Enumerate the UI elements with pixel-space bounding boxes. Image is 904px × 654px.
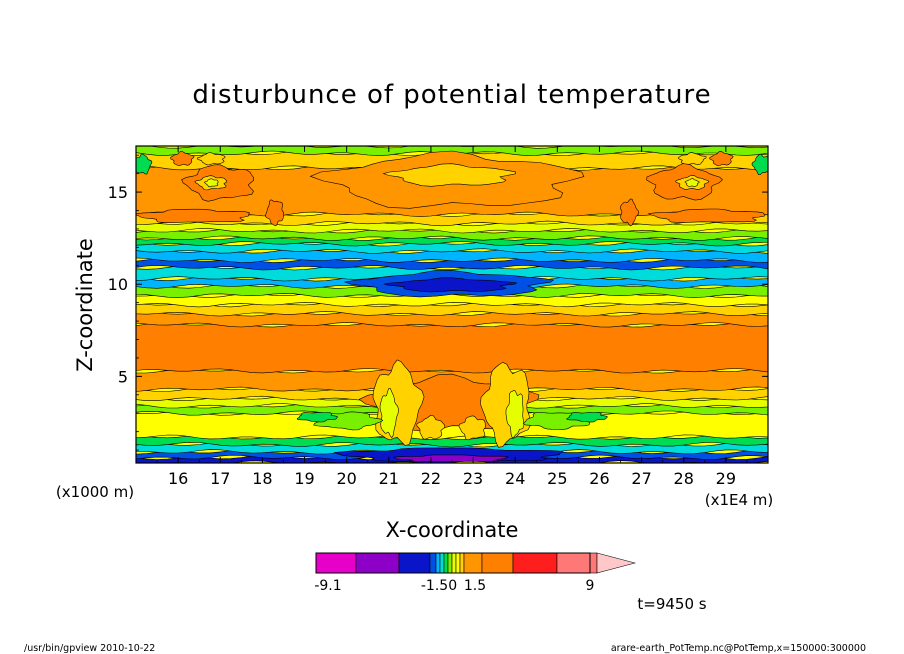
colorbar-segment [355, 552, 400, 574]
contour-patch [136, 208, 250, 224]
colorbar-label: 9 [586, 578, 595, 594]
colorbar-segment [459, 552, 465, 574]
x-tick-label: 17 [210, 469, 230, 488]
contour-patch [170, 151, 195, 166]
contour-patch [566, 412, 608, 423]
contour-layer [136, 235, 768, 247]
colorbar-arrow [596, 552, 637, 574]
contour-patch [379, 388, 399, 439]
contour-patch [684, 178, 700, 187]
colorbar-label: -1.50 [421, 578, 457, 594]
x-axis: 16 17 18 19 20 21 22 23 24 25 26 27 28 29 [156, 146, 748, 488]
x-tick-label: 19 [294, 469, 314, 488]
colorbar-segment [315, 552, 357, 574]
y-unit-label: (x1000 m) [56, 483, 134, 501]
contour-layer [136, 292, 768, 308]
colorbar-segment [443, 552, 449, 574]
contour-patch [296, 412, 338, 423]
contour-patch [505, 390, 525, 439]
contour-patch [265, 199, 285, 227]
y-tick-label: 10 [108, 275, 128, 294]
colorbar-segment [447, 552, 453, 574]
y-tick-label: 15 [108, 183, 128, 202]
contour-patch [751, 153, 768, 176]
contour-layer [136, 322, 768, 374]
contour-patch [458, 415, 487, 441]
x-tick-label: 24 [505, 469, 525, 488]
y-axis-label: Z-coordinate [73, 238, 97, 372]
footer-right: arare-earth_PotTemp.nc@PotTemp,x=150000:… [611, 643, 866, 654]
contour-patch [677, 152, 707, 165]
colorbar-segment [398, 552, 431, 574]
chart-title: disturbunce of potential temperature [192, 80, 711, 110]
colorbar-segment [435, 552, 441, 574]
x-tick-label: 26 [589, 469, 609, 488]
plot-area [136, 146, 768, 463]
x-tick-label: 23 [463, 469, 483, 488]
x-tick-label: 28 [674, 469, 694, 488]
contour-patch [416, 414, 446, 440]
y-axis: 5 10 15 [108, 154, 768, 451]
x-tick-label: 21 [379, 469, 399, 488]
contour-patch [647, 208, 766, 223]
contour-patch [620, 198, 640, 227]
contour-patch [382, 163, 516, 187]
x-axis-label: X-coordinate [386, 518, 519, 542]
time-label: t=9450 s [637, 595, 706, 613]
y-tick-label: 5 [118, 367, 128, 386]
colorbar-segment [455, 552, 461, 574]
contour-patch [196, 152, 226, 166]
contour-patch [204, 178, 219, 188]
x-tick-label: 16 [168, 469, 188, 488]
colorbar-label: 1.5 [464, 578, 486, 594]
colorbar-label: -9.1 [314, 578, 341, 594]
x-tick-label: 22 [421, 469, 441, 488]
contour-patch [383, 277, 518, 293]
x-tick-label: 20 [336, 469, 356, 488]
x-tick-label: 27 [631, 469, 651, 488]
colorbar-segment [512, 552, 558, 574]
colorbar: -9.1 -1.50 1.5 9 [314, 552, 637, 594]
x-tick-label: 18 [252, 469, 272, 488]
colorbar-segment [429, 552, 437, 574]
colorbar-segment [451, 552, 457, 574]
colorbar-segment [439, 552, 445, 574]
contour-patch [392, 454, 509, 463]
x-tick-label: 29 [716, 469, 736, 488]
x-tick-label: 25 [547, 469, 567, 488]
colorbar-segment [556, 552, 598, 574]
colorbar-segment [463, 552, 483, 574]
colorbar-segment [481, 552, 514, 574]
contour-patch [709, 151, 734, 167]
footer-left: /usr/bin/gpview 2010-10-22 [24, 643, 155, 654]
x-unit-label: (x1E4 m) [705, 491, 774, 509]
colorbar-frame [315, 552, 591, 574]
contour-patch [136, 153, 153, 175]
